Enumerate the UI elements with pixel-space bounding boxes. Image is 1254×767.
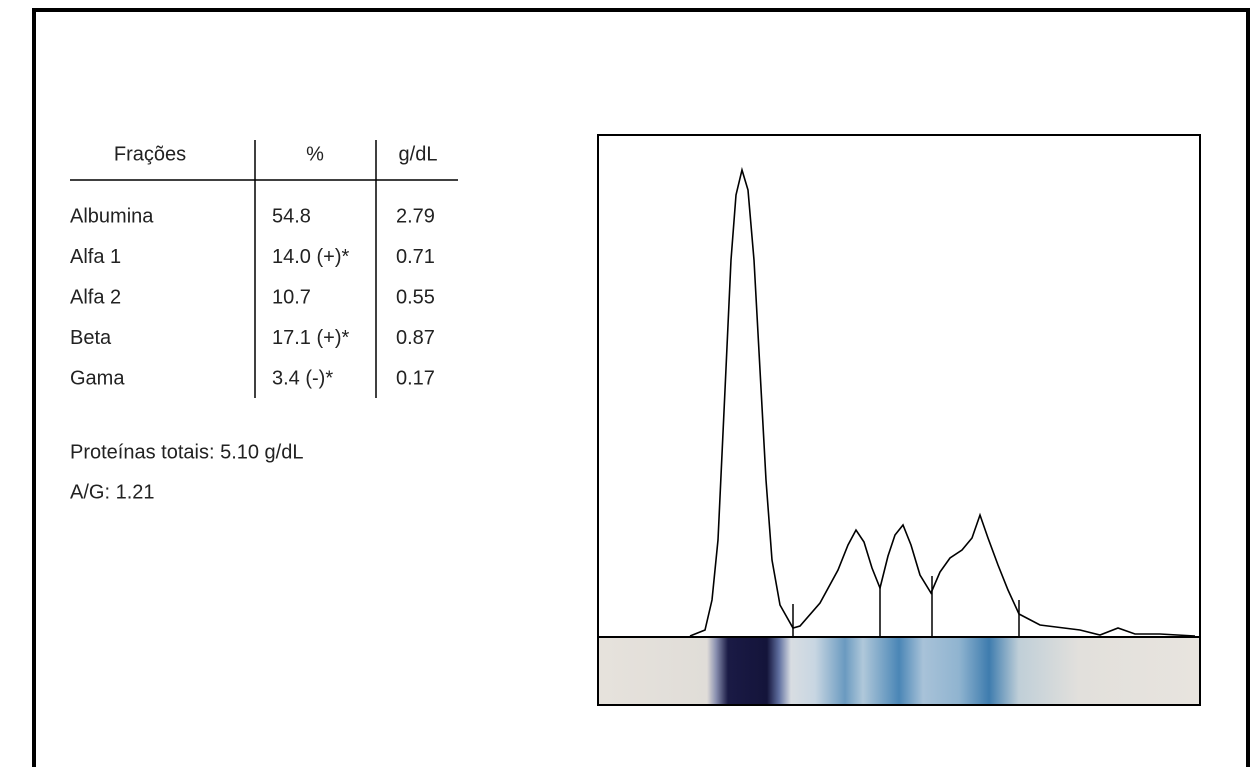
table-cell: 0.55 — [396, 286, 435, 308]
table-cell: 0.17 — [396, 367, 435, 389]
table-cell: Alfa 1 — [70, 246, 121, 268]
report: Frações % g/dL Albumina 54.8 2.79 Alfa 1 14.… — [0, 0, 1254, 767]
table-cell: Alfa 2 — [70, 286, 121, 308]
table-cell: Beta — [70, 327, 112, 349]
table-cell: 54.8 — [272, 205, 311, 227]
table-cell: 0.87 — [396, 327, 435, 349]
table-cell: 14.0 (+)* — [272, 246, 349, 268]
table-cell: Gama — [70, 367, 125, 389]
table-cell: Albumina — [70, 205, 154, 227]
table-cell: 2.79 — [396, 205, 435, 227]
plot-frame — [598, 135, 1200, 705]
electrophoresis — [598, 135, 1200, 705]
header-cell: % — [306, 143, 324, 165]
gel-strip — [599, 638, 1199, 704]
results-table: Frações % g/dL Albumina 54.8 2.79 Alfa 1 14.… — [70, 140, 458, 398]
table-cell: 0.71 — [396, 246, 435, 268]
table-cell: 3.4 (-)* — [272, 367, 333, 389]
table-cell: 10.7 — [272, 286, 311, 308]
table-cell: 17.1 (+)* — [272, 327, 349, 349]
header-cell: Frações — [114, 143, 186, 165]
ag-ratio: A/G: 1.21 — [70, 481, 155, 503]
total-protein: Proteínas totais: 5.10 g/dL — [70, 441, 304, 463]
header-cell: g/dL — [399, 143, 438, 165]
